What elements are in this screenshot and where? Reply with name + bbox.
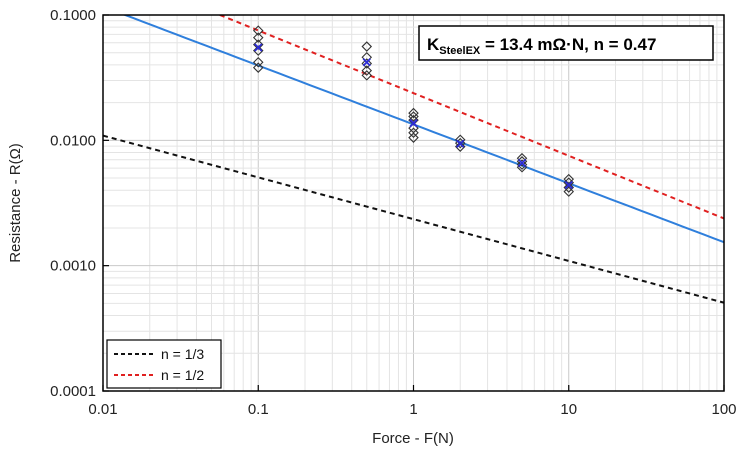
annotation-box [418,25,714,61]
data-point-marker [361,58,373,69]
data-point-marker [252,25,264,36]
data-point-marker [408,132,419,143]
y-tick-label: 0.0001 [50,383,96,400]
y-tick-label: 0.0010 [50,258,96,275]
legend-box [106,339,222,389]
annotation-prefix: K [427,35,440,54]
mean-point-marker [409,119,418,128]
annotation-subscript: SteelEX [439,45,481,57]
series-layer [103,15,724,304]
y-tick-label: 0.1000 [50,7,96,24]
data-point-marker [361,70,373,81]
data-point-marker [408,127,419,139]
data-point-marker [563,182,575,193]
x-tick-label: 1 [409,401,417,418]
annotation-suffix: = 13.4 mΩ·N, n = 0.47 [480,35,656,54]
data-point-marker [252,62,264,73]
mean-point-marker [564,180,573,190]
grid-lines [102,15,724,392]
fit-annotation: KSteelEX = 13.4 mΩ·N, n = 0.47 [418,25,714,61]
mean-point-marker [362,58,371,67]
data-point-marker [408,114,419,126]
x-axis-title: Force - F(N) [372,430,454,447]
series-line-n-1-3 [103,134,724,304]
data-point-marker [454,141,466,152]
x-tick-label: 0.1 [248,401,269,418]
mean-point-marker [456,139,465,148]
y-tick-label: 0.0100 [50,132,96,149]
data-point-marker [516,159,528,170]
data-point-marker [361,41,373,52]
data-point-marker [408,107,419,119]
legend-label-n-one-half: n = 1/2 [161,367,204,383]
x-tick-label: 100 [711,401,736,418]
data-point-marker [252,32,264,43]
mean-point-marker [254,43,263,52]
x-tick-label: 10 [560,401,577,418]
x-tick-label: 0.01 [88,401,117,418]
data-point-marker [408,111,419,122]
data-point-marker [252,56,264,68]
data-point-marker [252,39,264,50]
series-line-n-1-2 [217,15,724,220]
data-point-marker [252,45,264,56]
y-axis-title: Resistance - R(Ω) [7,143,24,263]
data-point-marker [563,186,575,197]
legend-label-n-one-third: n = 1/3 [161,346,204,362]
annotation-text: KSteelEX = 13.4 mΩ·N, n = 0.47 [427,35,656,57]
mean-point-marker [517,158,527,168]
axis-ticks: 0.01 0.1 1 10 100 0.0001 0.0010 0.0100 0.1000 [50,7,736,418]
legend: n = 1/3 n = 1/2 [106,339,222,389]
data-point-marker [361,65,373,76]
